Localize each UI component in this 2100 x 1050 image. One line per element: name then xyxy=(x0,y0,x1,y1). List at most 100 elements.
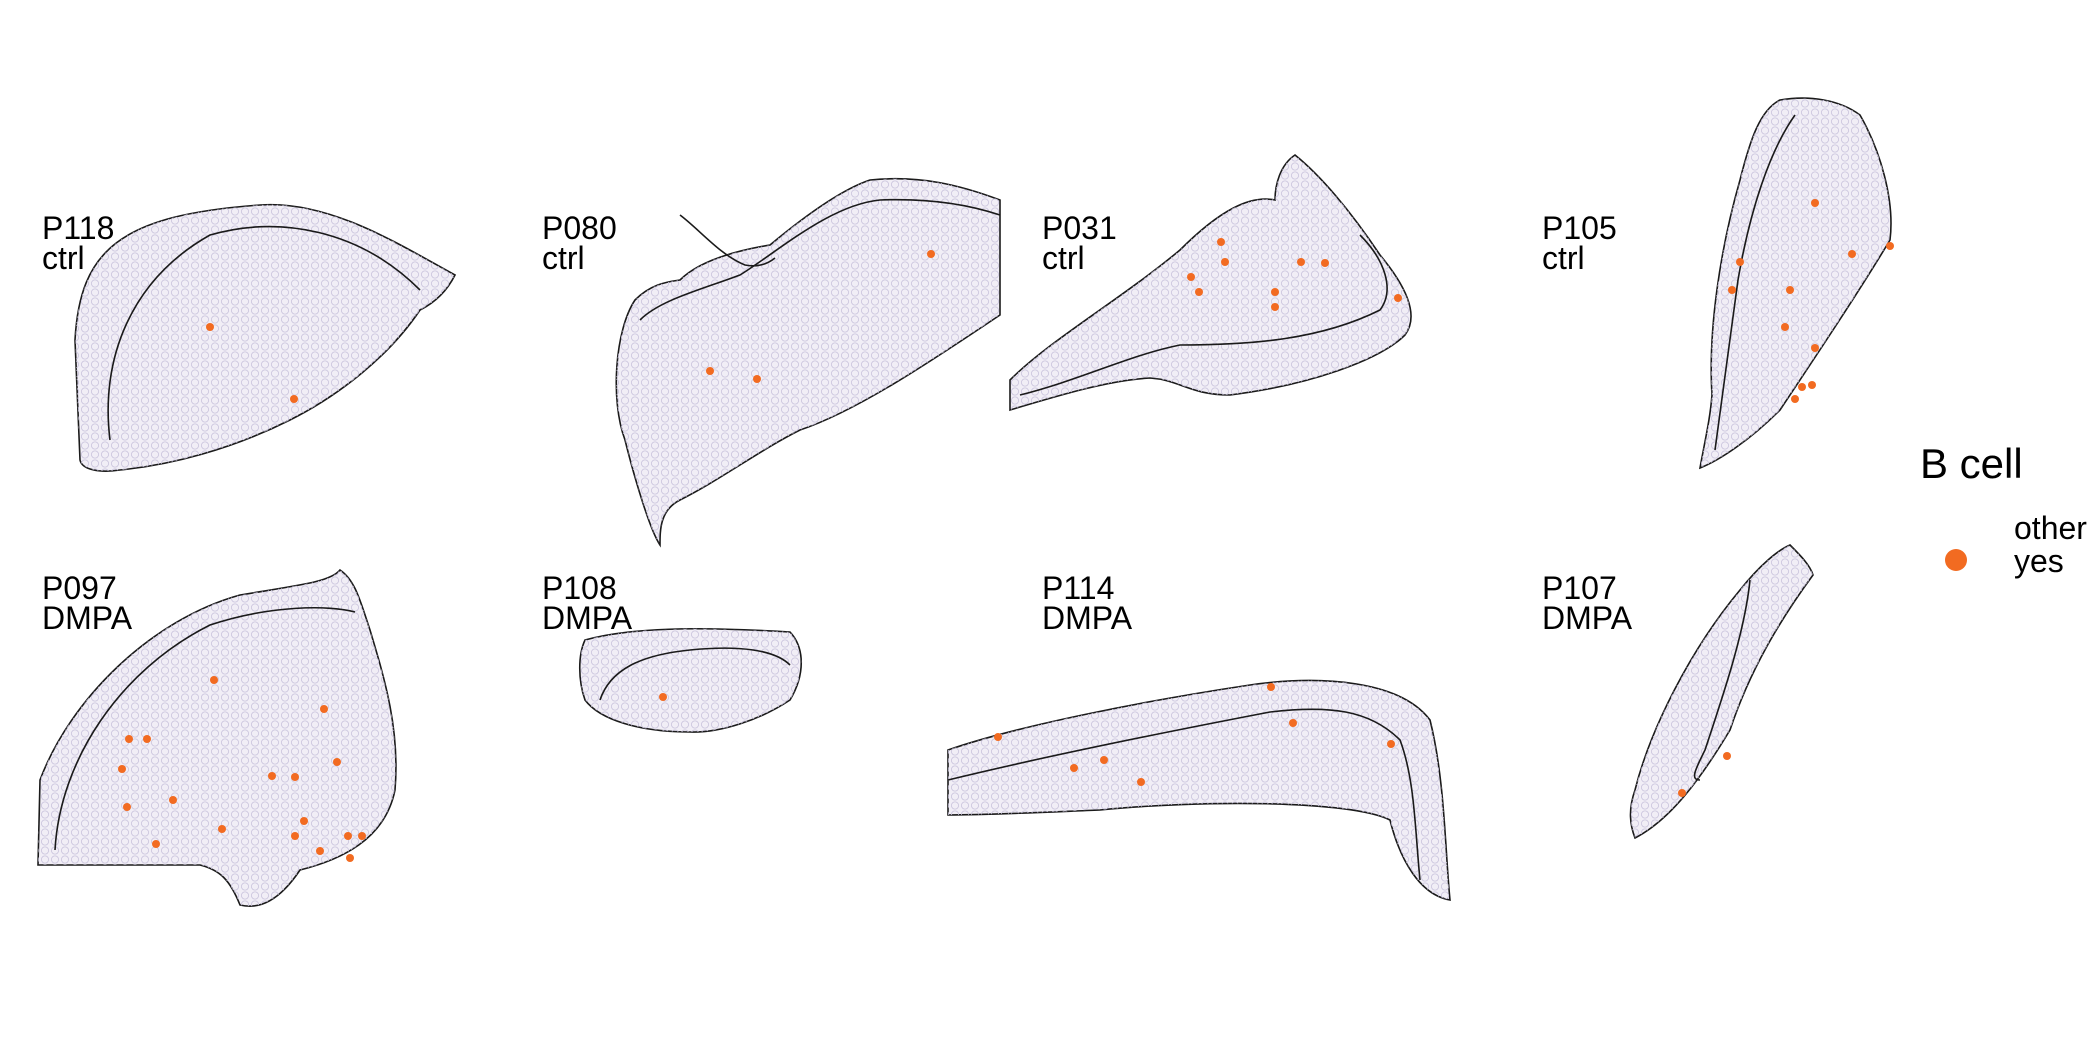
b-cell-spot xyxy=(210,676,218,684)
sample-id: P105 xyxy=(1542,210,1617,246)
b-cell-spot xyxy=(290,395,298,403)
b-cell-spot xyxy=(659,693,667,701)
b-cell-spot xyxy=(333,758,341,766)
tissue-inner-border xyxy=(599,647,791,701)
tissue-section-p080 xyxy=(615,177,1001,548)
panel-label-p105: P105 ctrl xyxy=(1542,210,1617,276)
tissue-section-p031 xyxy=(1009,154,1412,412)
b-cell-spot xyxy=(1100,756,1108,764)
b-cell-spot xyxy=(358,832,366,840)
b-cell-spot xyxy=(1271,288,1279,296)
tissue-spots xyxy=(75,204,455,472)
treatment-group: DMPA xyxy=(1542,600,1633,636)
tissue-inner-border xyxy=(107,225,421,441)
legend-title: B cell xyxy=(1920,440,2023,487)
b-cell-spot xyxy=(206,323,214,331)
b-cell-spot xyxy=(316,847,324,855)
panel-label-p031: P031 ctrl xyxy=(1042,210,1117,276)
panel-label-p097: P097 DMPA xyxy=(42,570,133,636)
b-cell-spot xyxy=(123,803,131,811)
b-cell-spot xyxy=(1886,242,1894,250)
b-cell-spot xyxy=(344,832,352,840)
b-cell-spot xyxy=(1070,764,1078,772)
sample-id: P118 xyxy=(42,210,115,246)
treatment-group: ctrl xyxy=(1542,240,1585,276)
b-cell-spot xyxy=(1195,288,1203,296)
b-cell-spot xyxy=(300,817,308,825)
tissue-inner-border xyxy=(1019,234,1388,396)
treatment-group: DMPA xyxy=(42,600,133,636)
b-cell-spot xyxy=(1786,286,1794,294)
b-cell-spot xyxy=(753,375,761,383)
tissue-inner-border xyxy=(947,708,1421,881)
sample-id: P114 xyxy=(1042,570,1115,606)
tissue-spots xyxy=(1700,98,1891,468)
tissue-spots xyxy=(1010,155,1411,410)
b-cell-spot xyxy=(1321,259,1329,267)
b-cell-spot xyxy=(1289,719,1297,727)
b-cell-spot xyxy=(125,735,133,743)
panel-label-p080: P080 ctrl xyxy=(542,210,617,276)
b-cell-spot xyxy=(1811,344,1819,352)
tissue-section-p114 xyxy=(947,679,1451,901)
treatment-group: ctrl xyxy=(542,240,585,276)
sample-id: P080 xyxy=(542,210,617,246)
treatment-group: ctrl xyxy=(42,240,85,276)
b-cell-spot xyxy=(1267,683,1275,691)
panel-label-p118: P118 ctrl xyxy=(42,210,115,276)
b-cell-spot xyxy=(1137,778,1145,786)
panel-label-p108: P108 DMPA xyxy=(542,570,633,636)
b-cell-spot xyxy=(1811,199,1819,207)
tissue-flap xyxy=(679,214,776,267)
b-cell-spot xyxy=(1271,303,1279,311)
b-cell-spot xyxy=(1187,273,1195,281)
tissue-inner-border xyxy=(54,606,356,851)
tissue-spots xyxy=(616,178,1000,546)
b-cell-spot xyxy=(994,733,1002,741)
tissue-inner-border xyxy=(1714,114,1796,451)
tissue-section-p097 xyxy=(37,568,397,907)
tissue-section-p118 xyxy=(74,203,457,472)
tissue-inner-border xyxy=(1693,579,1751,781)
treatment-group: ctrl xyxy=(1042,240,1085,276)
b-cell-spot xyxy=(1848,250,1856,258)
b-cell-spot xyxy=(1791,395,1799,403)
tissue-section-p108 xyxy=(578,627,802,733)
tissue-spots xyxy=(579,628,802,733)
sample-id: P097 xyxy=(42,570,117,606)
b-cell-spot xyxy=(1394,294,1402,302)
tissue-inner-border xyxy=(639,198,1001,321)
b-cell-spot xyxy=(1781,323,1789,331)
b-cell-spot xyxy=(1678,789,1686,797)
b-cell-spot xyxy=(1217,238,1225,246)
legend-label-other: other xyxy=(2014,510,2087,546)
panel-label-p114: P114 DMPA xyxy=(1042,570,1133,636)
b-cell-spot xyxy=(169,796,177,804)
b-cell-spot xyxy=(268,772,276,780)
legend-label-yes: yes xyxy=(2014,543,2064,579)
b-cell-spot xyxy=(1736,258,1744,266)
b-cell-spot xyxy=(1808,381,1816,389)
sample-id: P108 xyxy=(542,570,617,606)
b-cell-spot xyxy=(1297,258,1305,266)
sample-id: P031 xyxy=(1042,210,1117,246)
legend-key-yes xyxy=(1945,549,1967,571)
b-cell-spot xyxy=(143,735,151,743)
treatment-group: DMPA xyxy=(542,600,633,636)
treatment-group: DMPA xyxy=(1042,600,1133,636)
b-cell-spot xyxy=(218,825,226,833)
b-cell-spot xyxy=(1723,752,1731,760)
b-cell-spot xyxy=(291,832,299,840)
sample-id: P107 xyxy=(1542,570,1617,606)
tissue-section-p107 xyxy=(1629,544,1814,840)
b-cell-spot xyxy=(320,705,328,713)
b-cell-spot xyxy=(1798,383,1806,391)
tissue-spots xyxy=(948,680,1450,900)
tissue-spots xyxy=(1630,545,1813,838)
tissue-section-p105 xyxy=(1698,97,1894,470)
b-cell-spot xyxy=(1728,286,1736,294)
b-cell-spot xyxy=(152,840,160,848)
b-cell-spot xyxy=(291,773,299,781)
